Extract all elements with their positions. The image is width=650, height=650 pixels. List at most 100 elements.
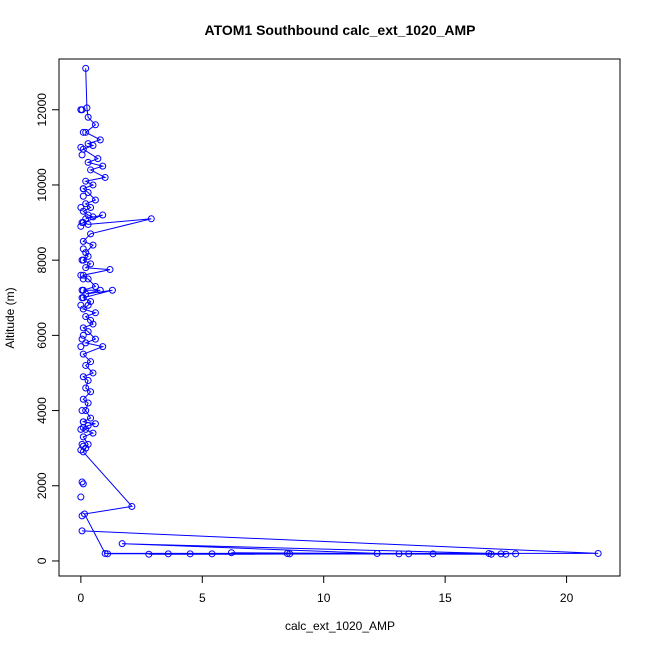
data-point (79, 324, 87, 332)
data-point (82, 290, 90, 298)
data-point (395, 550, 403, 558)
data-point (594, 549, 602, 557)
x-tick-label: 0 (78, 591, 85, 605)
data-point (79, 207, 87, 215)
data-point (84, 220, 92, 228)
data-point (78, 294, 86, 302)
data-point (84, 211, 92, 219)
data-point (82, 384, 90, 392)
data-point (79, 237, 87, 245)
data-point (84, 140, 92, 148)
data-point (104, 550, 112, 558)
data-point (87, 358, 95, 366)
data-point (79, 192, 87, 200)
data-point (79, 418, 87, 426)
data-point (89, 141, 97, 149)
data-point (82, 339, 90, 347)
data-point (99, 162, 107, 170)
data-point (89, 181, 97, 189)
series-line (81, 68, 599, 555)
data-point (208, 550, 216, 558)
data-point (84, 376, 92, 384)
data-point (373, 549, 381, 557)
data-point (96, 286, 104, 294)
data-point (79, 271, 87, 279)
data-point (87, 204, 95, 212)
data-point (79, 275, 87, 283)
y-tick-label: 0 (35, 557, 49, 564)
data-point (83, 104, 91, 112)
data-point (77, 222, 85, 230)
data-point (87, 166, 95, 174)
data-point (118, 540, 126, 548)
data-point (91, 420, 99, 428)
data-point (89, 429, 97, 437)
data-point (147, 215, 155, 223)
x-axis-label: calc_ext_1020_AMP (285, 619, 395, 633)
data-point (87, 316, 95, 324)
data-point (77, 446, 85, 454)
data-point (87, 260, 95, 268)
data-point (84, 158, 92, 166)
chart-title: ATOM1 Southbound calc_ext_1020_AMP (205, 22, 476, 38)
data-point (89, 241, 97, 249)
data-point (84, 301, 92, 309)
data-point (78, 151, 86, 159)
data-point (84, 422, 92, 430)
data-point (78, 256, 86, 264)
data-point (77, 343, 85, 351)
data-point (405, 550, 413, 558)
data-point (512, 550, 520, 558)
y-tick-label: 10000 (35, 168, 49, 202)
y-tick-label: 2000 (35, 472, 49, 499)
data-point (79, 350, 87, 358)
x-tick-label: 10 (317, 591, 331, 605)
x-tick-label: 15 (438, 591, 452, 605)
series-points (77, 64, 602, 558)
data-point (77, 301, 85, 309)
data-point (82, 361, 90, 369)
data-point (82, 407, 90, 415)
data-point (79, 373, 87, 381)
data-point (79, 185, 87, 193)
data-point (84, 188, 92, 196)
data-point (79, 245, 87, 253)
data-point (82, 249, 90, 257)
data-point (99, 211, 107, 219)
data-point (78, 219, 86, 227)
data-point (91, 335, 99, 343)
data-point (286, 550, 294, 558)
data-point (77, 425, 85, 433)
data-point (99, 343, 107, 351)
data-point (96, 136, 104, 144)
data-point (91, 121, 99, 129)
data-point (283, 549, 291, 557)
data-point (164, 550, 172, 558)
data-point (497, 550, 505, 558)
data-point (79, 433, 87, 441)
data-point (84, 328, 92, 336)
y-tick-label: 4000 (35, 397, 49, 424)
data-point (145, 550, 153, 558)
plot-frame (58, 58, 621, 577)
series-lines (81, 68, 599, 555)
data-point (84, 399, 92, 407)
data-point (79, 395, 87, 403)
data-point (128, 502, 136, 510)
x-tick-label: 5 (199, 591, 206, 605)
y-tick-label: 8000 (35, 246, 49, 273)
data-point (101, 173, 109, 181)
data-point (91, 282, 99, 290)
data-point (82, 313, 90, 321)
data-point (82, 215, 90, 223)
y-tick-label: 6000 (35, 322, 49, 349)
data-point (82, 200, 90, 208)
x-axis: 0 5 10 15 20 (78, 575, 574, 605)
data-point (77, 106, 85, 114)
data-point (78, 478, 86, 486)
y-axis: 0 2000 4000 6000 8000 10000 12000 (35, 93, 60, 564)
data-point (487, 550, 495, 558)
data-point (79, 480, 87, 488)
data-point (101, 549, 109, 557)
